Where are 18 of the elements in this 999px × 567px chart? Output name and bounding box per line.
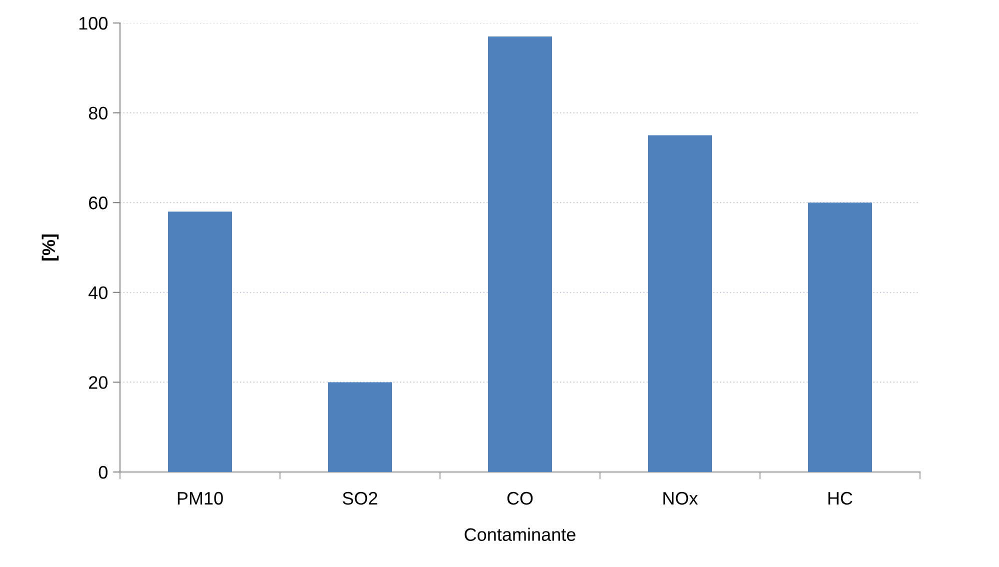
bar xyxy=(808,202,872,472)
bar xyxy=(648,135,712,472)
x-tick-label: HC xyxy=(828,492,852,505)
x-tick-label: SO2 xyxy=(342,492,378,505)
y-tick-label: 100 xyxy=(79,16,108,30)
y-tick-label: 40 xyxy=(88,286,108,300)
y-tick-label: 20 xyxy=(89,376,108,389)
bar xyxy=(488,36,552,472)
x-tick-label: NOx xyxy=(663,492,698,505)
bar xyxy=(328,382,392,472)
x-tick-label: CO xyxy=(507,492,533,505)
x-tick-label: PM10 xyxy=(178,492,223,505)
x-axis-title: Contaminante xyxy=(464,528,576,541)
y-axis-title: [%] xyxy=(42,234,59,261)
bar xyxy=(168,212,232,472)
y-tick-label: 0 xyxy=(98,466,108,479)
y-tick-label: 60 xyxy=(89,196,108,210)
y-tick-label: 80 xyxy=(88,106,108,120)
